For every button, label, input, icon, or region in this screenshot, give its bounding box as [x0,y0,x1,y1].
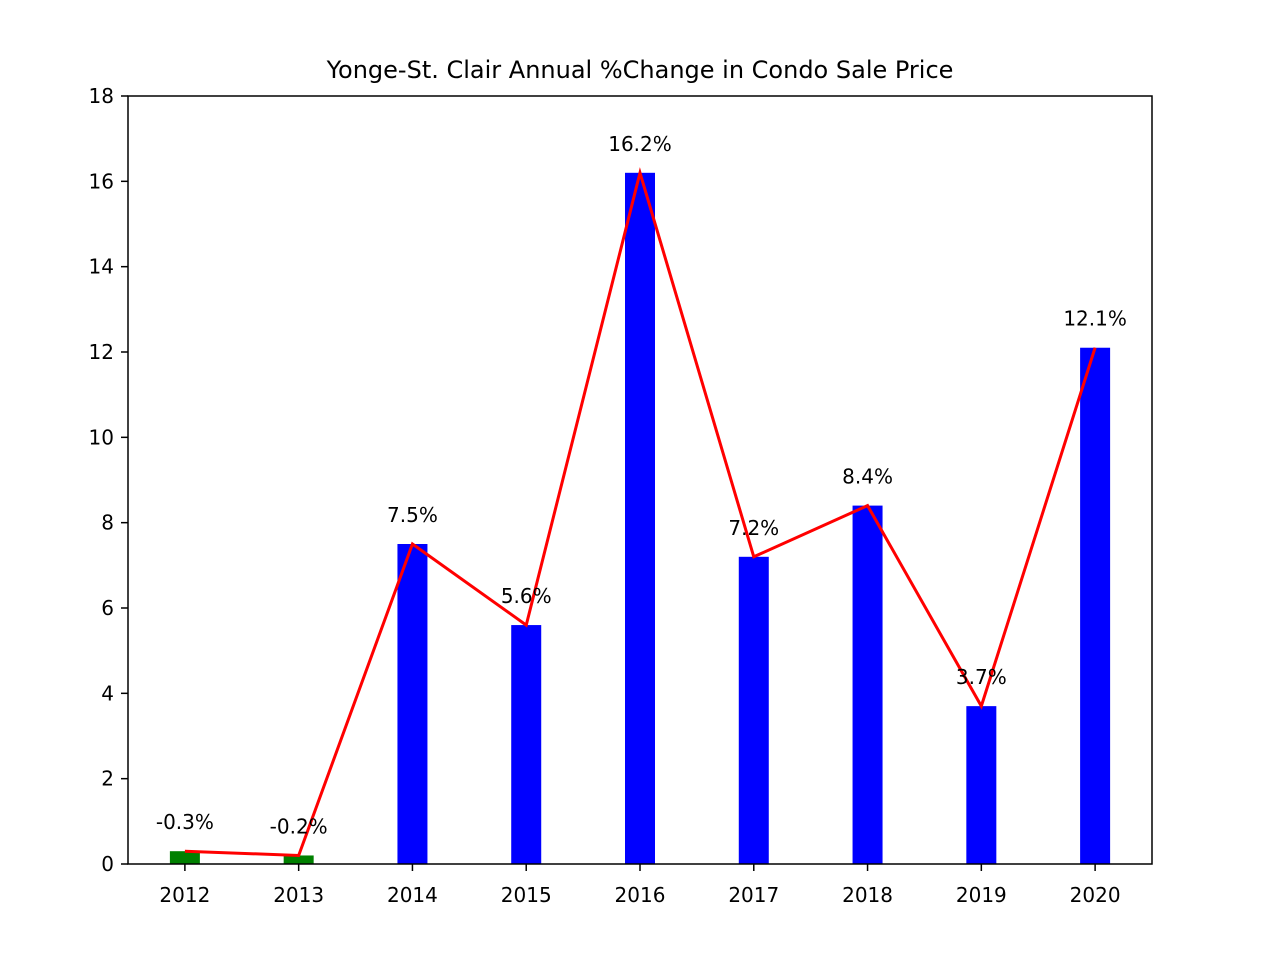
trend-line [184,167,1097,858]
data-label-2014: 7.5% [387,503,438,527]
trend-line-group [184,167,1097,858]
bar-2014 [397,544,428,864]
y-tick-label: 18 [89,84,114,108]
bar-2016 [625,172,655,865]
data-label-2018: 8.4% [842,465,893,489]
y-tick-label: 4 [101,681,114,705]
data-label-2015: 5.6% [501,584,552,608]
x-axis: 2012 2013 2014 2015 2016 2017 2018 2019 2020 [159,864,1121,907]
data-label-2017: 7.2% [728,516,779,540]
bar-2012 [169,851,200,864]
x-tick-label: 2016 [615,883,666,907]
x-tick-label: 2019 [956,883,1007,907]
data-label-2016: 16.2% [608,132,672,156]
y-tick-label: 0 [101,852,114,876]
y-tick-label: 6 [101,596,114,620]
bar-2019 [966,706,997,864]
x-tick-label: 2013 [273,883,324,907]
data-label-2020: 12.1% [1063,307,1127,331]
bars-group [169,172,1111,865]
chart-title: Yonge-St. Clair Annual %Change in Condo … [326,56,954,84]
data-labels-group: -0.3% -0.2% 7.5% 5.6% 16.2% 7.2% 8.4% 3.7% 12.1% [156,132,1127,839]
x-tick-label: 2018 [842,883,893,907]
y-tick-label: 12 [89,340,114,364]
x-tick-label: 2014 [387,883,438,907]
x-tick-label: 2012 [159,883,210,907]
y-tick-label: 2 [101,767,114,791]
bar-2015 [511,625,542,864]
bar-2018 [852,505,883,864]
y-tick-label: 16 [89,169,114,193]
x-tick-label: 2020 [1070,883,1121,907]
y-tick-label: 10 [89,425,114,449]
data-label-2019: 3.7% [956,665,1007,689]
y-axis: 0 2 4 6 8 10 12 14 16 18 [89,84,128,876]
bar-2020 [1080,347,1111,864]
bar-2013 [283,855,314,864]
y-tick-label: 14 [89,255,114,279]
x-tick-label: 2015 [501,883,552,907]
data-label-2013: -0.2% [270,814,328,838]
bar-2017 [738,556,769,864]
y-tick-label: 8 [101,511,114,535]
data-label-2012: -0.3% [156,810,214,834]
x-tick-label: 2017 [728,883,779,907]
